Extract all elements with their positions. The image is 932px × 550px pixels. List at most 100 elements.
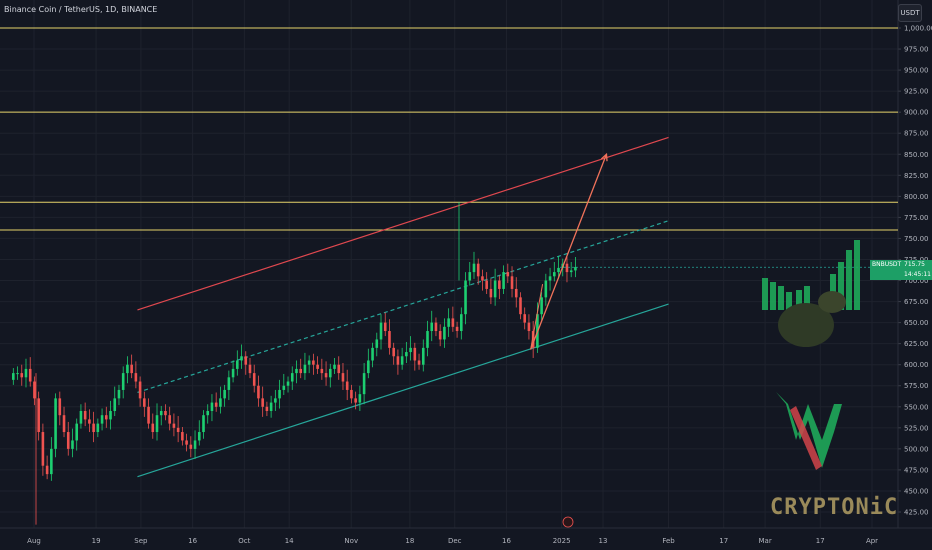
y-tick-label: 975.00	[904, 46, 929, 54]
projection-arrow-line	[529, 154, 608, 350]
candle-body	[569, 270, 573, 273]
candle-body	[274, 398, 277, 403]
candle-body	[240, 356, 243, 361]
candle-body	[417, 360, 421, 365]
candle-body	[185, 440, 188, 445]
candle-body	[523, 314, 527, 323]
y-tick-label: 675.00	[904, 298, 929, 306]
candle-body	[455, 326, 459, 332]
candle-body	[269, 402, 273, 411]
candle-body	[464, 280, 467, 315]
candle-body	[121, 373, 125, 390]
candle-body	[197, 432, 201, 441]
x-tick-label: 17	[719, 537, 728, 545]
candle-body	[176, 427, 180, 433]
candle-body	[379, 322, 383, 340]
price-tag-symbol: BNBUSDT	[872, 261, 902, 268]
candle-body	[367, 360, 370, 374]
candle-body	[316, 364, 319, 369]
x-tick-label: 16	[502, 537, 511, 545]
logo-bar-graphic	[762, 278, 768, 310]
x-tick-label: Mar	[758, 537, 771, 545]
logo-bar-graphic	[804, 286, 810, 310]
y-tick-label: 800.00	[904, 193, 929, 201]
x-tick-label: Apr	[866, 537, 878, 545]
candle-body	[565, 263, 569, 273]
candle-body	[37, 398, 40, 433]
candle-body	[210, 402, 214, 411]
candle-body	[282, 385, 286, 390]
candle-body	[552, 272, 556, 277]
y-tick-label: 550.00	[904, 403, 929, 411]
currency-unit-button[interactable]: USDT	[898, 4, 922, 22]
candle-body	[219, 398, 222, 407]
y-tick-label: 775.00	[904, 214, 929, 222]
candle-body	[544, 280, 548, 298]
candle-body	[574, 267, 577, 271]
candle-body	[278, 389, 281, 399]
candle-body	[24, 368, 28, 378]
candle-body	[41, 432, 45, 466]
x-tick-label: 13	[599, 537, 608, 545]
y-tick-label: 575.00	[904, 382, 929, 390]
candle-body	[510, 276, 514, 289]
y-tick-label: 500.00	[904, 445, 929, 453]
candle-body	[151, 423, 155, 433]
candle-body	[96, 423, 100, 433]
x-tick-label: 19	[92, 537, 101, 545]
candle-body	[506, 272, 510, 277]
candle-body	[92, 423, 95, 433]
logo-n-graphic	[776, 392, 842, 468]
candle-body	[451, 318, 455, 327]
event-flash-icon	[562, 516, 574, 528]
candle-body	[265, 406, 269, 411]
candle-body	[214, 402, 218, 407]
candle-body	[252, 373, 256, 386]
bull-logo-graphic	[778, 303, 834, 347]
candle-body	[392, 347, 395, 357]
candle-body	[345, 381, 349, 390]
channel-lower-line	[137, 303, 669, 478]
y-tick-label: 475.00	[904, 466, 929, 474]
candle-body	[206, 410, 210, 416]
candle-body	[286, 381, 290, 386]
candle-body	[181, 432, 184, 441]
candle-body	[66, 432, 70, 449]
candle-body	[100, 415, 104, 424]
candle-body	[109, 410, 112, 420]
logo-bar-graphic	[778, 286, 784, 310]
chart-title: Binance Coin / TetherUS, 1D, BINANCE	[4, 5, 158, 14]
candle-body	[58, 398, 62, 416]
candle-body	[388, 331, 391, 348]
candle-body	[168, 415, 171, 424]
y-tick-label: 925.00	[904, 88, 929, 96]
candle-body	[261, 398, 264, 407]
candle-body	[50, 448, 53, 475]
candle-body	[172, 423, 176, 428]
y-tick-label: 900.00	[904, 109, 929, 117]
candle-body	[104, 415, 108, 420]
candle-body	[447, 318, 450, 327]
y-tick-label: 950.00	[904, 67, 929, 75]
candle-body	[126, 364, 129, 374]
candle-body	[405, 352, 408, 357]
x-tick-label: Feb	[662, 537, 675, 545]
y-tick-label: 750.00	[904, 235, 929, 243]
candle-body	[557, 267, 560, 273]
candle-body	[312, 360, 315, 365]
candle-body	[375, 339, 379, 348]
projection-arrowhead	[600, 152, 608, 162]
x-tick-label: Oct	[238, 537, 250, 545]
candle-body	[485, 280, 488, 289]
candle-body	[16, 373, 19, 375]
cryptonic-logo-text: CRYPTONiC	[770, 495, 899, 520]
candle-body	[443, 326, 446, 340]
x-tick-label: 14	[285, 537, 294, 545]
candle-body	[12, 373, 15, 380]
candle-body	[248, 364, 252, 374]
candle-body	[307, 360, 311, 365]
candle-body	[28, 368, 32, 382]
y-tick-label: 425.00	[904, 509, 929, 517]
candle-body	[426, 331, 429, 348]
